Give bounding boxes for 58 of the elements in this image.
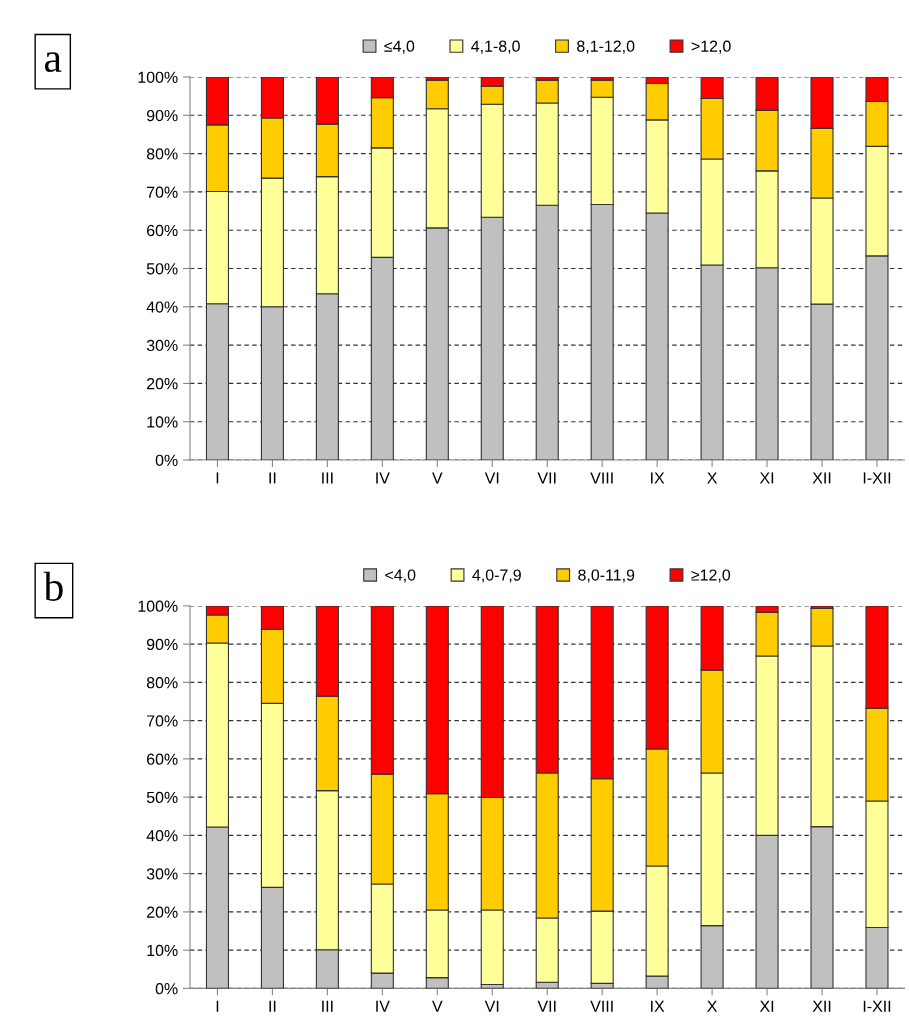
y-tick-label: 60%	[147, 224, 178, 237]
x-tick-label: IV	[376, 472, 390, 484]
y-tick-label: 80%	[146, 677, 178, 689]
chart-title: a	[44, 52, 62, 73]
x-tick-label: II	[269, 472, 276, 484]
x-tick-label: I-XII	[863, 472, 891, 484]
legend-label: >12,0	[691, 40, 731, 54]
y-tick-label: 20%	[147, 378, 178, 390]
x-tick-label: X	[707, 472, 718, 484]
x-tick-label: II	[269, 1000, 276, 1012]
x-tick-label: VIII	[590, 1000, 613, 1012]
x-tick-label: XII	[812, 472, 831, 484]
x-tick-label: V	[432, 472, 443, 484]
x-tick-label: III	[322, 472, 333, 484]
y-tick-label: 100%	[138, 600, 178, 612]
y-tick-label: 0%	[155, 454, 178, 466]
x-tick-label: VIII	[590, 472, 613, 484]
x-tick-label: VI	[484, 472, 499, 484]
x-tick-label: XI	[759, 472, 774, 484]
y-tick-label: 90%	[146, 638, 178, 651]
y-tick-label: 70%	[147, 715, 178, 727]
x-tick-label: V	[432, 1000, 443, 1012]
x-tick-label: VI	[484, 1000, 499, 1012]
legend-label: 4,1-8,0	[471, 40, 520, 54]
y-tick-label: 100%	[138, 71, 178, 83]
legend-label: <4,0	[385, 569, 416, 583]
x-tick-label: I-XII	[863, 1000, 891, 1012]
x-tick-label: VII	[537, 472, 556, 484]
y-tick-label: 30%	[146, 868, 178, 880]
y-tick-label: 90%	[146, 109, 178, 122]
legend-label: ≤4,0	[384, 40, 415, 54]
legend-label: 8,1-12,0	[577, 40, 635, 54]
x-tick-label: I	[216, 472, 219, 484]
legend-label: ≥12,0	[691, 569, 731, 583]
y-tick-label: 0%	[155, 983, 178, 995]
y-tick-label: 20%	[147, 906, 178, 918]
x-tick-label: X	[707, 1000, 718, 1012]
x-tick-label: IV	[376, 1000, 390, 1012]
x-tick-label: IX	[651, 1000, 665, 1012]
y-tick-label: 10%	[147, 416, 178, 428]
y-tick-label: 40%	[146, 830, 178, 842]
x-tick-label: XII	[812, 1000, 831, 1012]
x-tick-label: I	[216, 1000, 219, 1012]
y-tick-label: 30%	[146, 339, 178, 352]
x-tick-label: III	[322, 1000, 333, 1012]
legend-label: 8,0-11,9	[578, 569, 635, 583]
y-tick-label: 80%	[146, 148, 178, 160]
y-tick-label: 40%	[146, 301, 178, 313]
y-tick-label: 60%	[147, 753, 178, 765]
legend-label: 4,0-7,9	[472, 569, 521, 583]
x-tick-label: XI	[759, 1000, 774, 1012]
x-tick-label: IX	[651, 472, 665, 484]
y-tick-label: 50%	[146, 791, 178, 804]
y-tick-label: 50%	[146, 263, 178, 275]
chart-title: b	[43, 571, 63, 602]
x-tick-label: VII	[537, 1000, 556, 1012]
y-tick-label: 70%	[147, 186, 178, 198]
y-tick-label: 10%	[147, 944, 178, 957]
